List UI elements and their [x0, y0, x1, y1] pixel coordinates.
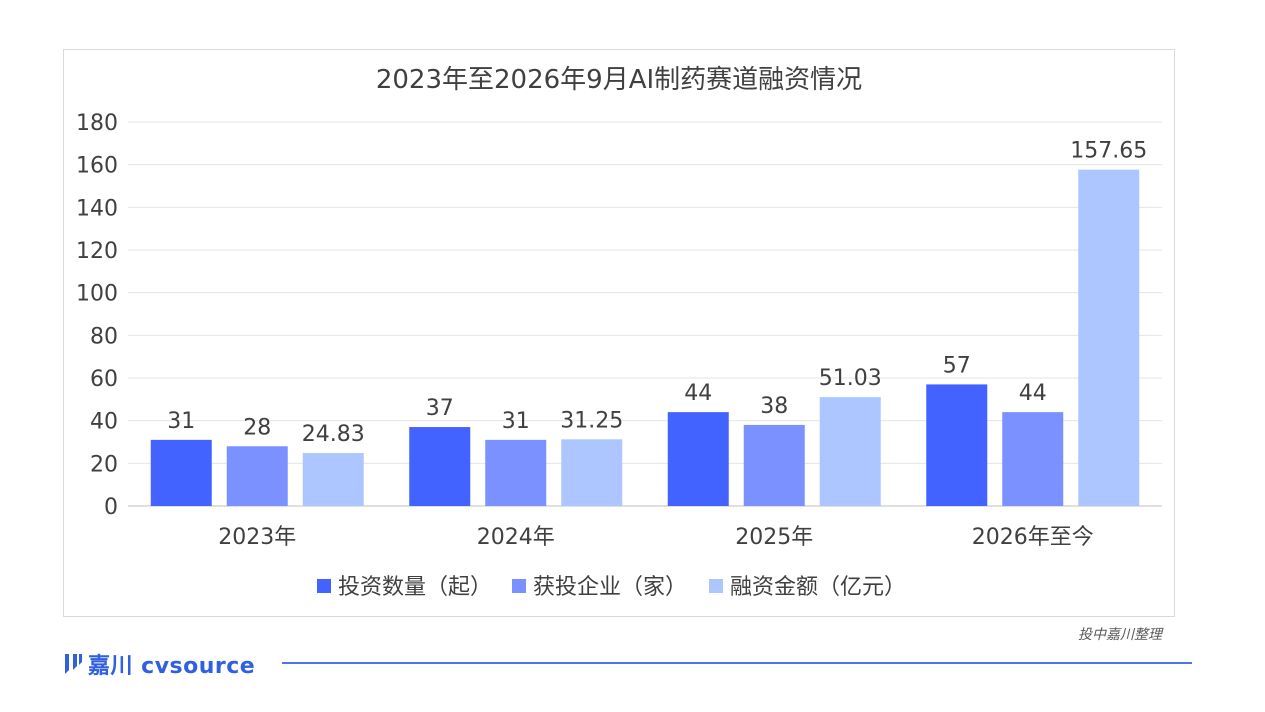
y-axis-ticks: 0 20 40 60 80 100 120 140 160 180	[76, 111, 118, 520]
y-tick-label: 60	[90, 367, 118, 392]
bar-1-4	[926, 384, 988, 506]
x-category-label: 2024年	[477, 525, 555, 550]
data-label: 24.83	[302, 422, 365, 447]
y-tick-label: 0	[104, 495, 118, 520]
legend: 投资数量（起） 获投企业（家） 融资金额（亿元）	[317, 575, 906, 600]
x-axis-categories: 2023年 2024年 2025年 2026年至今	[218, 525, 1094, 550]
y-tick-label: 120	[76, 239, 118, 264]
data-label: 44	[684, 381, 712, 406]
legend-swatch	[512, 579, 526, 593]
bar-1-2	[409, 427, 471, 506]
data-label: 51.03	[819, 366, 882, 391]
bar-3-4	[1078, 169, 1140, 506]
data-label: 38	[760, 394, 788, 419]
brand-logo: 嘉川 cvsource	[62, 648, 255, 680]
data-label: 31	[502, 409, 530, 434]
bar-2-2	[485, 439, 547, 506]
data-label: 31	[167, 409, 195, 434]
bar-1-3	[667, 412, 729, 506]
chart-frame: 2023年至2026年9月AI制药赛道融资情况 0 20 40 60 80 100 120 1…	[63, 49, 1175, 617]
bars	[150, 169, 1140, 506]
legend-swatch	[709, 579, 723, 593]
cvsource-logo-icon	[65, 654, 82, 674]
data-label: 57	[943, 353, 971, 378]
bar-2-1	[226, 446, 288, 506]
data-labels: 31 28 24.83 37 31 31.25 44 38 51.03 57 44 157.65	[167, 139, 1147, 447]
bar-3-3	[819, 397, 881, 506]
data-label: 37	[426, 396, 454, 421]
y-tick-label: 80	[90, 324, 118, 349]
bar-3-1	[302, 453, 364, 506]
legend-label: 投资数量（起）	[338, 575, 492, 600]
chart-title: 2023年至2026年9月AI制药赛道融资情况	[376, 65, 862, 95]
bar-2-3	[743, 424, 805, 506]
y-tick-label: 140	[76, 196, 118, 221]
legend-label: 融资金额（亿元）	[730, 575, 906, 600]
data-label: 31.25	[560, 408, 623, 433]
data-label: 28	[243, 415, 271, 440]
y-tick-label: 160	[76, 154, 118, 179]
legend-swatch	[317, 579, 331, 593]
y-tick-label: 20	[90, 452, 118, 477]
source-note: 投中嘉川整理	[1078, 627, 1162, 643]
footer-divider	[282, 662, 1192, 664]
data-label: 44	[1019, 381, 1047, 406]
x-category-label: 2025年	[735, 525, 813, 550]
x-category-label: 2023年	[218, 525, 296, 550]
data-label: 157.65	[1070, 139, 1147, 164]
legend-label: 获投企业（家）	[533, 575, 687, 600]
gridlines	[128, 121, 1162, 507]
bar-chart: 2023年至2026年9月AI制药赛道融资情况 0 20 40 60 80 100 120 1…	[76, 65, 1162, 600]
bar-1-1	[150, 439, 212, 506]
y-tick-label: 180	[76, 111, 118, 136]
y-tick-label: 40	[90, 410, 118, 435]
brand-name: 嘉川 cvsource	[88, 654, 256, 679]
bar-2-4	[1002, 412, 1064, 506]
bar-3-2	[561, 439, 623, 506]
x-category-label: 2026年至今	[972, 525, 1094, 550]
y-tick-label: 100	[76, 282, 118, 307]
